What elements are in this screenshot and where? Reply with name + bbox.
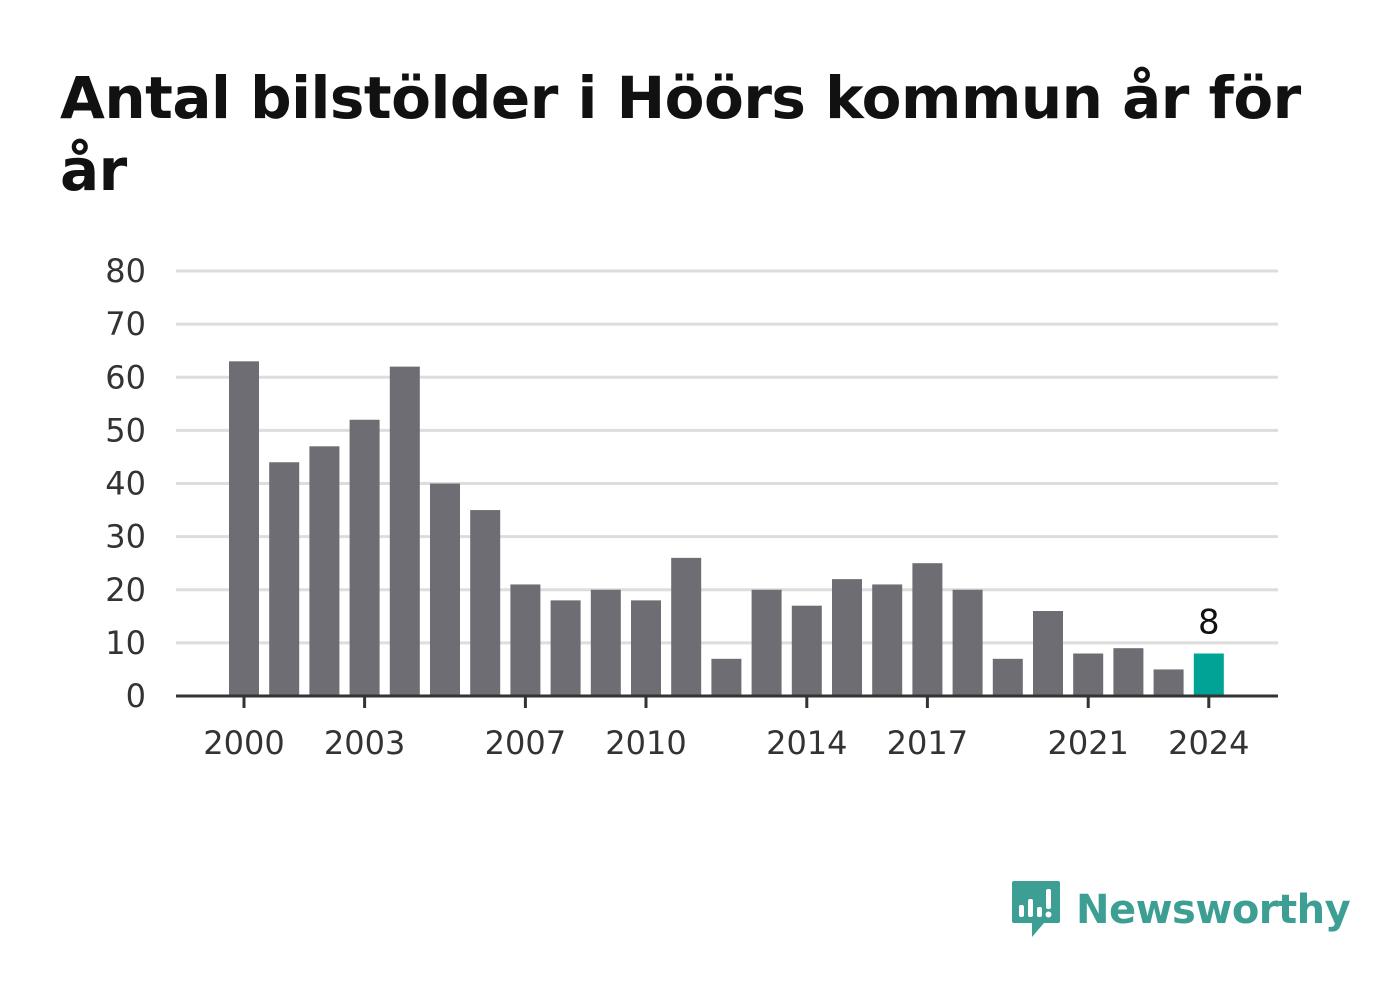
bar-2006 [470,510,501,696]
data-label: 8 [1198,603,1220,643]
bar-2021 [1073,653,1104,696]
bar-2007 [510,584,541,696]
bar-2013 [751,589,782,696]
x-tick-label: 2024 [1168,724,1249,762]
x-tick-label: 2007 [485,724,566,762]
x-tick-label: 2000 [203,724,284,762]
x-tick-label: 2010 [605,724,686,762]
y-tick-label: 40 [105,465,146,503]
bar-2014 [791,605,822,696]
bar-2023 [1153,669,1184,696]
bar-2010 [631,600,661,696]
x-axis-ticks: 2000 2003 2007 2010 2014 2017 2021 2024 [203,696,1250,762]
bar-2015 [832,579,862,696]
bar-2003 [349,419,380,696]
y-tick-label: 80 [105,252,146,290]
y-tick-label: 60 [105,358,146,396]
y-tick-label: 20 [105,571,146,609]
bar-2011 [671,557,702,696]
y-axis-ticks: 0 10 20 30 40 50 60 70 80 [105,252,146,715]
brand-name: Newsworthy [1076,887,1351,933]
bar-2005 [430,483,460,696]
bar-2012 [711,658,742,696]
bar-2000 [229,361,259,696]
bar-2009 [590,589,621,696]
y-tick-label: 10 [105,624,146,662]
bar-2008 [550,600,581,696]
newsworthy-logo-icon [1012,881,1060,937]
chart-title: Antal bilstölder i Höörs kommun år för å… [60,64,1301,204]
data-labels: 8 [1198,603,1220,643]
grid-lines [176,269,1278,645]
x-tick-label: 2017 [887,724,968,762]
x-tick-label: 2014 [766,724,847,762]
x-tick-label: 2003 [324,724,405,762]
bar-2001 [269,462,300,696]
y-tick-label: 0 [126,677,146,715]
y-tick-label: 50 [105,411,146,449]
bars [229,361,1224,696]
x-tick-label: 2021 [1047,724,1128,762]
bar-2018 [952,589,983,696]
bar-2017 [912,563,943,696]
y-tick-label: 30 [105,518,146,556]
bar-2024 [1193,653,1224,696]
bar-2016 [872,584,903,696]
bar-2020 [1033,611,1063,696]
y-tick-label: 70 [105,305,146,343]
bar-2004 [389,366,420,696]
bar-2022 [1113,648,1144,696]
brand-logo: Newsworthy [1010,878,1351,942]
bar-2019 [992,658,1023,696]
bar-2002 [309,446,340,696]
